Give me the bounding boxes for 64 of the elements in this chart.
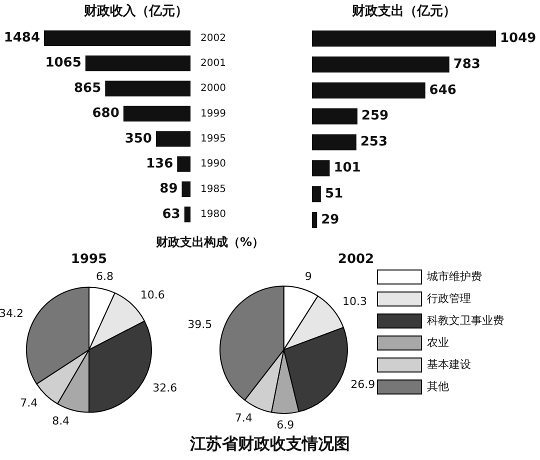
text: 财政支出构成（%）: [154, 234, 266, 251]
bar: [85, 56, 191, 72]
data-label: 783: [453, 56, 480, 72]
chart-title: 1995: [70, 252, 108, 268]
data-label: 101: [334, 160, 361, 176]
data-label: 26.9: [350, 378, 376, 392]
data-label: 1065: [45, 56, 82, 71]
data-label: 10.3: [342, 294, 368, 308]
bar: [312, 56, 450, 73]
data-label: 7.4: [20, 396, 38, 410]
legend-label: 农业: [427, 336, 449, 349]
bar: [312, 212, 318, 228]
legend-label: 其他: [427, 380, 449, 393]
data-label: 6.8: [96, 270, 114, 283]
bar: [105, 80, 191, 96]
bar: [312, 108, 358, 124]
legend-label: 行政管理: [427, 292, 471, 305]
legend-label: 基本建设: [427, 358, 471, 371]
data-label: 32.6: [152, 381, 178, 394]
bar: [177, 156, 191, 172]
y-tick-label: 2002: [200, 32, 226, 44]
data-label: 1049: [500, 30, 536, 46]
bar: [44, 30, 191, 46]
data-label: 646: [429, 82, 456, 98]
bar: [312, 186, 321, 202]
y-tick-label: 1995: [200, 133, 226, 144]
data-label: 865: [74, 80, 102, 96]
data-label: 89: [160, 182, 178, 197]
chart-title: 2002: [338, 252, 374, 268]
chart-title: 财政支出（亿元）: [351, 4, 456, 20]
bar: [312, 160, 330, 176]
data-label: 29: [321, 212, 340, 228]
data-label: 9: [304, 270, 312, 283]
y-tick-label: 1980: [200, 209, 226, 220]
data-label: 7.4: [234, 412, 252, 425]
data-label: 51: [324, 186, 344, 202]
y-tick-label: 2000: [200, 83, 226, 94]
bar: [156, 131, 191, 147]
bar: [312, 30, 496, 47]
bar: [312, 134, 356, 150]
data-label: 63: [162, 206, 180, 222]
data-label: 350: [124, 131, 152, 146]
data-label: 8.4: [52, 414, 70, 428]
data-label: 34.2: [0, 307, 24, 320]
data-label: 253: [360, 134, 388, 150]
bar: [312, 82, 426, 98]
data-label: 10.6: [140, 288, 165, 302]
legend-label: 科教文卫事业费: [427, 314, 504, 327]
bar: [184, 206, 191, 222]
bar: [123, 106, 191, 122]
chart-title: 财政收入（亿元）: [83, 3, 188, 20]
data-label: 1484: [4, 30, 40, 46]
data-label: 39.5: [188, 318, 212, 332]
y-tick-label: 1985: [200, 184, 226, 195]
data-label: 136: [146, 156, 174, 172]
bar: [182, 181, 191, 198]
text: 江苏省财政收支情况图: [189, 434, 351, 455]
legend-label: 城市维护费: [426, 270, 482, 283]
data-label: 680: [92, 106, 120, 122]
data-label: 259: [361, 108, 389, 124]
y-tick-label: 1999: [200, 108, 226, 120]
y-tick-label: 2001: [200, 58, 226, 69]
data-label: 6.9: [276, 418, 294, 432]
y-tick-label: 1990: [200, 158, 226, 170]
